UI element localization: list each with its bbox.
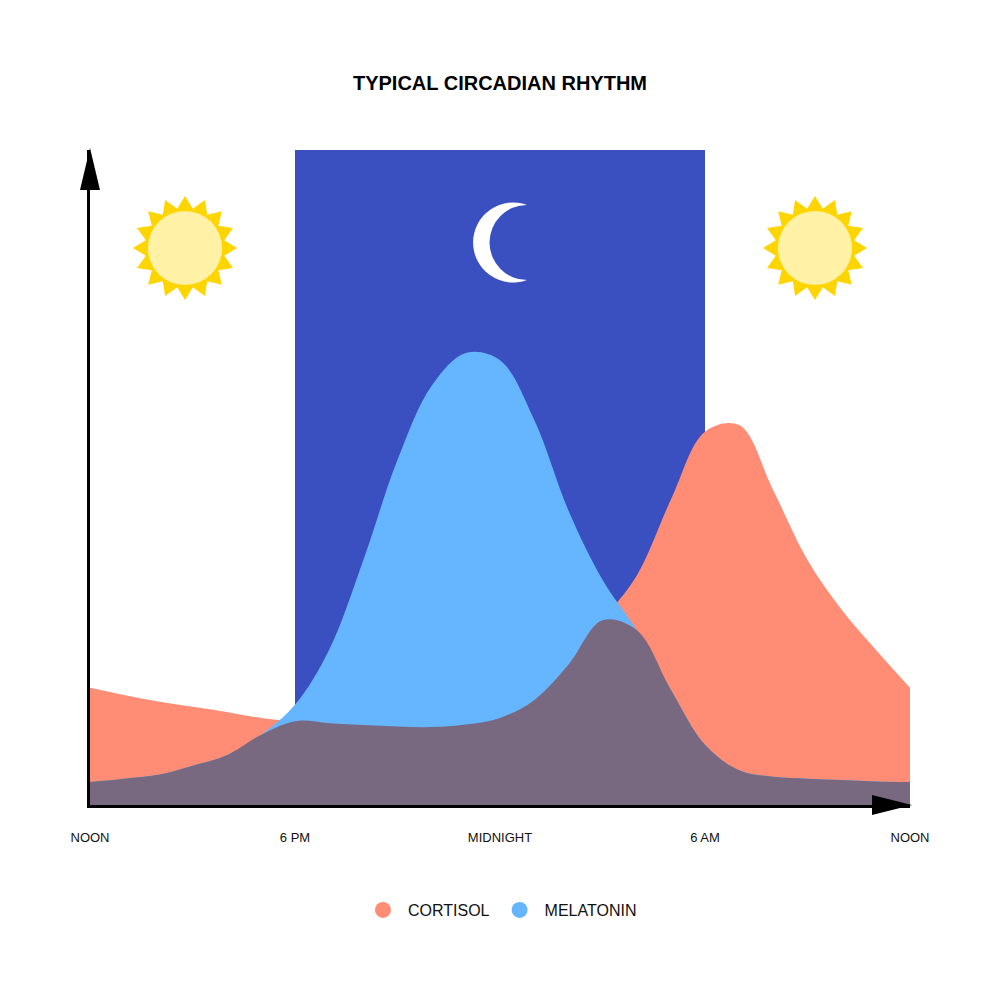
- svg-text:TYPICAL CIRCADIAN RHYTHM: TYPICAL CIRCADIAN RHYTHM: [353, 72, 647, 94]
- svg-text:6 PM: 6 PM: [280, 830, 310, 845]
- svg-text:6 AM: 6 AM: [690, 830, 720, 845]
- svg-text:NOON: NOON: [891, 830, 930, 845]
- svg-text:MELATONIN: MELATONIN: [545, 902, 637, 919]
- svg-text:MIDNIGHT: MIDNIGHT: [468, 830, 532, 845]
- svg-text:CORTISOL: CORTISOL: [408, 902, 490, 919]
- svg-text:NOON: NOON: [71, 830, 110, 845]
